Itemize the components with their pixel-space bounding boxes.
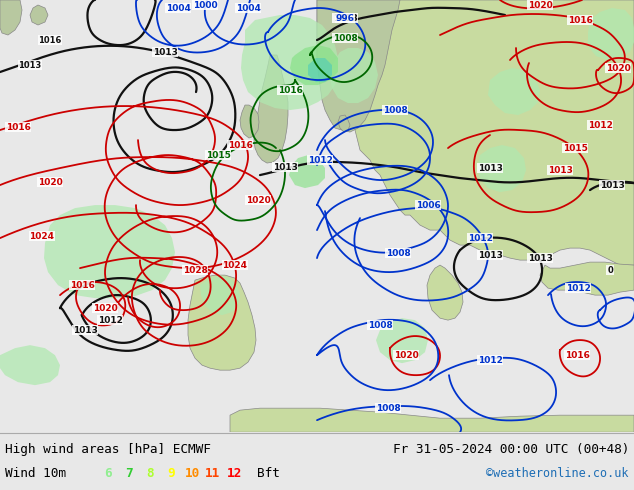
- Text: 0: 0: [607, 266, 613, 274]
- Polygon shape: [0, 345, 60, 385]
- Text: 1013: 1013: [333, 14, 358, 23]
- Polygon shape: [241, 15, 338, 110]
- Text: ©weatheronline.co.uk: ©weatheronline.co.uk: [486, 467, 629, 480]
- Text: 1016: 1016: [567, 16, 592, 24]
- Text: 1013: 1013: [477, 250, 502, 260]
- Text: 1016: 1016: [564, 351, 590, 360]
- Text: 1013: 1013: [72, 326, 98, 335]
- Text: 6: 6: [104, 467, 112, 480]
- Text: 1012: 1012: [98, 316, 122, 325]
- Text: 1000: 1000: [193, 0, 217, 9]
- Text: 1008: 1008: [368, 320, 392, 330]
- Text: 1020: 1020: [605, 64, 630, 73]
- Text: 12: 12: [226, 467, 242, 480]
- Text: 1013: 1013: [18, 61, 42, 70]
- Polygon shape: [230, 408, 634, 432]
- Polygon shape: [0, 0, 22, 35]
- Text: 1020: 1020: [394, 351, 418, 360]
- Polygon shape: [488, 68, 540, 115]
- Text: 10: 10: [184, 467, 200, 480]
- Text: 1013: 1013: [527, 254, 552, 263]
- Text: Wind 10m: Wind 10m: [5, 467, 66, 480]
- Text: 7: 7: [125, 467, 133, 480]
- Text: 1012: 1012: [477, 356, 502, 365]
- Polygon shape: [254, 55, 288, 163]
- Text: 1012: 1012: [588, 121, 612, 129]
- Polygon shape: [376, 318, 428, 363]
- Text: 1020: 1020: [527, 0, 552, 9]
- Text: 1016: 1016: [6, 122, 30, 131]
- Text: 11: 11: [205, 467, 221, 480]
- Text: 1012: 1012: [566, 284, 590, 293]
- Text: 1008: 1008: [375, 404, 401, 413]
- Polygon shape: [188, 275, 256, 370]
- Text: 1012: 1012: [467, 234, 493, 243]
- Polygon shape: [338, 115, 350, 132]
- Text: 996: 996: [335, 14, 354, 23]
- Text: 1006: 1006: [416, 200, 441, 210]
- Text: 1024: 1024: [223, 261, 247, 270]
- Text: Bft: Bft: [257, 467, 280, 480]
- Text: 1008: 1008: [383, 105, 408, 115]
- Text: 1013: 1013: [153, 48, 178, 56]
- Text: 1024: 1024: [30, 232, 55, 241]
- Polygon shape: [477, 145, 526, 192]
- Text: 1016: 1016: [278, 86, 302, 95]
- Text: 1020: 1020: [37, 177, 62, 187]
- Text: 9: 9: [167, 467, 175, 480]
- Text: 1004: 1004: [236, 3, 261, 13]
- Polygon shape: [240, 105, 259, 138]
- Polygon shape: [289, 155, 325, 188]
- Text: 1016: 1016: [70, 281, 94, 290]
- Text: 1015: 1015: [562, 144, 588, 152]
- Text: 1015: 1015: [205, 150, 230, 160]
- Polygon shape: [330, 48, 378, 103]
- Polygon shape: [588, 8, 634, 60]
- Polygon shape: [200, 275, 240, 315]
- Polygon shape: [317, 0, 634, 265]
- Text: 1013: 1013: [548, 166, 573, 174]
- Text: 1016: 1016: [38, 35, 61, 45]
- Text: 1008: 1008: [333, 33, 358, 43]
- Polygon shape: [317, 0, 400, 132]
- Text: 1016: 1016: [228, 141, 252, 149]
- Text: 1013: 1013: [477, 164, 502, 172]
- Polygon shape: [44, 205, 175, 298]
- Text: 1020: 1020: [245, 196, 270, 205]
- Text: 1020: 1020: [93, 304, 117, 313]
- Text: 1028: 1028: [183, 266, 207, 274]
- Text: Fr 31-05-2024 00:00 UTC (00+48): Fr 31-05-2024 00:00 UTC (00+48): [392, 443, 629, 456]
- Text: 1004: 1004: [165, 3, 190, 13]
- Text: 1013: 1013: [600, 181, 624, 190]
- Polygon shape: [290, 45, 338, 85]
- Polygon shape: [540, 262, 634, 295]
- Text: 1013: 1013: [273, 163, 297, 172]
- Polygon shape: [30, 5, 48, 25]
- Text: High wind areas [hPa] ECMWF: High wind areas [hPa] ECMWF: [5, 443, 211, 456]
- Text: 1012: 1012: [307, 155, 332, 165]
- Text: 8: 8: [146, 467, 154, 480]
- Polygon shape: [427, 265, 463, 320]
- Text: 1008: 1008: [385, 248, 410, 258]
- Polygon shape: [308, 58, 332, 82]
